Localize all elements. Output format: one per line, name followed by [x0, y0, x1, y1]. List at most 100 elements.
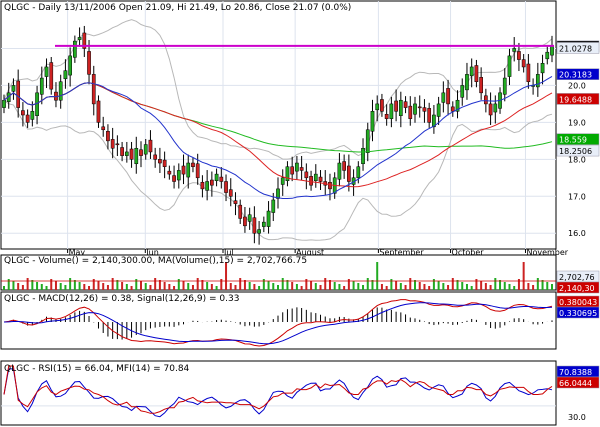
- price-value-label: 18.559: [559, 136, 587, 145]
- volume-bar: [305, 279, 308, 290]
- volume-bar: [536, 278, 539, 290]
- rsi-value-label: 66.0444: [559, 379, 592, 388]
- volume-bar: [357, 283, 360, 290]
- volume-bar: [442, 283, 445, 290]
- candle-body: [2, 99, 6, 108]
- volume-bar: [286, 280, 289, 290]
- candle-body: [73, 40, 77, 58]
- rsi-line: [3, 365, 553, 414]
- volume-bar: [503, 282, 506, 290]
- volume-bar: [201, 280, 204, 290]
- volume-bar: [447, 285, 450, 290]
- price-value-box: [556, 144, 600, 157]
- candle-body: [337, 162, 342, 180]
- candle-body: [96, 100, 101, 123]
- candle-body: [228, 189, 233, 197]
- candle-body: [550, 45, 554, 56]
- volume-bar: [40, 284, 43, 290]
- volume-bar: [484, 283, 487, 290]
- volume-bar: [385, 286, 388, 290]
- volume-bar: [130, 286, 133, 290]
- candle-body: [30, 111, 35, 120]
- candle-body: [252, 217, 257, 234]
- candle-body: [115, 143, 120, 146]
- candle-body: [313, 173, 318, 182]
- volume-bar: [125, 284, 128, 290]
- candle-body: [280, 177, 285, 185]
- x-tick-label: May: [69, 248, 86, 257]
- candle-body: [413, 103, 417, 115]
- candle-body: [479, 77, 483, 94]
- candle-body: [257, 229, 261, 234]
- candle-body: [465, 74, 469, 91]
- volume-bar: [371, 280, 374, 290]
- candle-body: [101, 126, 106, 131]
- volume-bar: [409, 278, 412, 290]
- volume-bar: [418, 282, 421, 290]
- candle-body: [200, 181, 205, 190]
- candle-body: [370, 111, 375, 132]
- candle-body: [129, 148, 134, 160]
- candle-body: [172, 175, 176, 182]
- price-value-box: [556, 93, 600, 105]
- rsi-value-label: 70.8388: [559, 368, 592, 377]
- candle-body: [158, 159, 162, 164]
- price-ytick: 19.0: [568, 118, 586, 127]
- candle-body: [455, 99, 460, 112]
- candle-body: [398, 99, 403, 116]
- candle-body: [39, 77, 44, 95]
- candle-body: [195, 163, 200, 179]
- candle-body: [68, 55, 72, 76]
- volume-bar: [461, 282, 464, 290]
- volume-bar: [182, 281, 185, 290]
- volume-bar: [59, 283, 62, 290]
- candle-body: [139, 149, 143, 156]
- volume-value-label: 2,702,76: [559, 273, 595, 282]
- rsi-label: QLGC - RSI(15) = 66.04, MFI(14) = 70.84: [4, 364, 190, 374]
- macd-value-label: 0.330695: [559, 309, 597, 318]
- candle-body: [191, 162, 195, 167]
- price-ytick: 17.0: [568, 192, 586, 201]
- candle-body: [295, 162, 299, 172]
- volume-bar: [432, 279, 435, 290]
- candle-body: [436, 103, 441, 117]
- rsi-ytick-30: 30.0: [568, 413, 586, 422]
- candle-body: [535, 74, 540, 88]
- volume-bar: [106, 285, 109, 290]
- volume-bar: [404, 285, 407, 290]
- volume-bar: [163, 282, 166, 290]
- volume-bar: [489, 285, 492, 290]
- volume-value-box: [556, 281, 600, 294]
- candle-body: [365, 129, 370, 153]
- volume-bar: [17, 283, 20, 290]
- candle-body: [318, 176, 323, 182]
- volume-bar: [362, 285, 365, 290]
- candle-body: [384, 114, 389, 119]
- candle-body: [266, 210, 271, 227]
- volume-panel: QLGC - Volume() = 2,140,300.00, MA(Volum…: [0, 254, 600, 294]
- candle-body: [460, 85, 465, 98]
- volume-bar: [229, 283, 232, 290]
- macd-signal-line: [3, 302, 553, 345]
- price-ytick: 16.0: [568, 229, 586, 238]
- volume-bar: [508, 284, 511, 290]
- volume-bar: [399, 283, 402, 290]
- candle-body: [49, 62, 54, 90]
- volume-bar: [191, 285, 194, 290]
- candle-body: [82, 32, 87, 49]
- candle-body: [276, 188, 280, 199]
- candle-body: [375, 103, 380, 111]
- volume-bar: [376, 262, 379, 290]
- price-ytick: 18.0: [568, 155, 586, 164]
- volume-bar: [196, 278, 199, 290]
- candle-body: [91, 74, 96, 105]
- candle-body: [526, 63, 531, 82]
- candle-body: [290, 166, 295, 175]
- candle-body: [540, 63, 545, 74]
- volume-bar: [465, 284, 468, 290]
- volume-bar: [513, 286, 516, 290]
- candle-body: [148, 139, 153, 153]
- macd-label: QLGC - MACD(12,26) = 0.38, Signal(12,26,…: [4, 294, 239, 304]
- volume-bar: [21, 285, 24, 290]
